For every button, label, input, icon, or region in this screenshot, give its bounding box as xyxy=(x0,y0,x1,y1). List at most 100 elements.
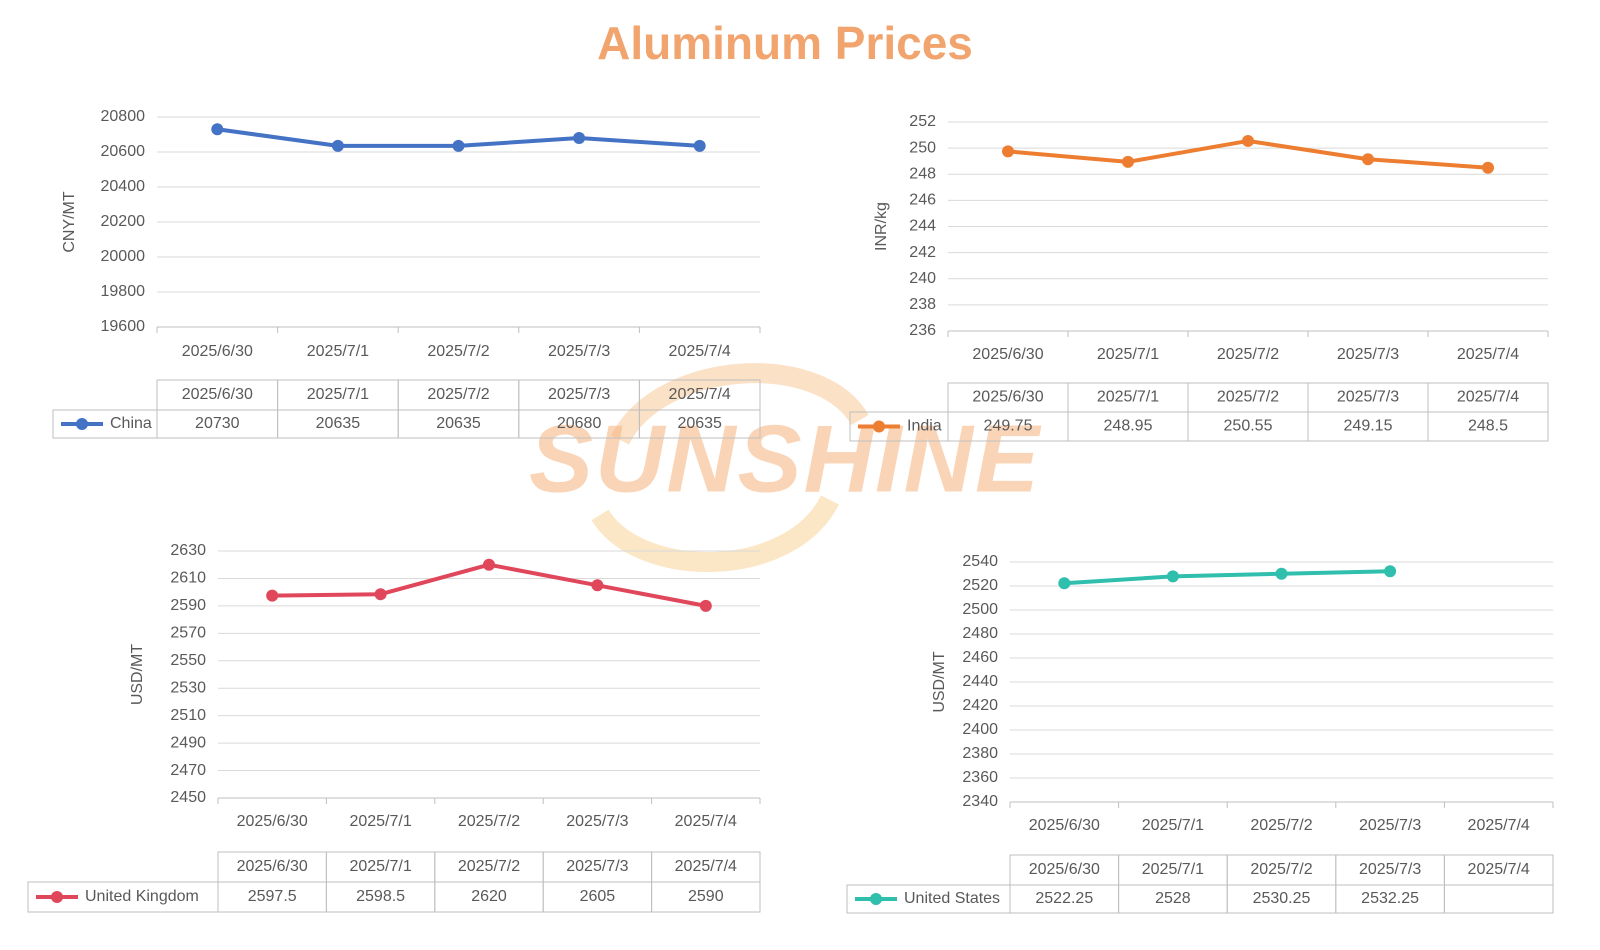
legend-label: United Kingdom xyxy=(85,888,199,905)
y-tick-label: 2630 xyxy=(170,542,206,559)
x-tick-label: 2025/7/1 xyxy=(349,813,411,830)
y-tick-label: 20800 xyxy=(101,108,146,125)
table-value: 20680 xyxy=(557,415,602,432)
y-axis-label: CNY/MT xyxy=(61,191,78,253)
table-header-label: 2025/6/30 xyxy=(972,389,1043,406)
table-value: 2532.25 xyxy=(1361,890,1419,907)
x-tick-label: 2025/7/2 xyxy=(1250,817,1312,834)
y-tick-label: 244 xyxy=(909,218,936,235)
x-tick-label: 2025/7/4 xyxy=(669,343,731,360)
y-tick-label: 2380 xyxy=(962,745,998,762)
table-value: 248.5 xyxy=(1468,418,1508,435)
y-tick-label: 2490 xyxy=(170,734,206,751)
table-header-label: 2025/7/4 xyxy=(675,858,737,875)
y-tick-label: 2520 xyxy=(962,577,998,594)
data-point xyxy=(1166,570,1179,583)
data-point xyxy=(693,139,706,152)
x-tick-label: 2025/6/30 xyxy=(237,813,308,830)
table-header-label: 2025/7/3 xyxy=(548,386,610,403)
y-tick-label: 2530 xyxy=(170,679,206,696)
chart-panel: 2340 2360 2380 2400 2420 2440 2460 2480 2500 2520… xyxy=(846,553,1554,914)
table-value: 2590 xyxy=(688,888,724,905)
page-title: Aluminum Prices xyxy=(597,17,973,69)
watermark-text: SUNSHINE xyxy=(529,405,1042,512)
y-tick-label: 2360 xyxy=(962,769,998,786)
table-header-label: 2025/7/3 xyxy=(1359,861,1421,878)
y-tick-label: 20000 xyxy=(101,248,146,265)
y-tick-label: 2470 xyxy=(170,762,206,779)
x-tick-label: 2025/7/2 xyxy=(1217,346,1279,363)
table-value: 249.15 xyxy=(1344,418,1393,435)
table-value: 2620 xyxy=(471,888,507,905)
x-tick-label: 2025/7/4 xyxy=(1457,346,1519,363)
table-header-label: 2025/7/4 xyxy=(1468,861,1530,878)
data-point xyxy=(483,558,495,571)
x-tick-label: 2025/7/1 xyxy=(1097,346,1159,363)
data-point xyxy=(1362,153,1374,166)
watermark: SUNSHINE xyxy=(529,363,1042,572)
y-tick-label: 2550 xyxy=(170,652,206,669)
x-tick-label: 2025/6/30 xyxy=(972,346,1043,363)
table-header-label: 2025/7/4 xyxy=(1457,389,1519,406)
y-tick-label: 2590 xyxy=(170,597,206,614)
legend-label: India xyxy=(907,418,942,435)
y-tick-label: 250 xyxy=(909,139,936,156)
table-value: 2530.25 xyxy=(1253,890,1311,907)
table-header-label: 2025/7/2 xyxy=(458,858,520,875)
data-point xyxy=(266,589,279,602)
y-tick-label: 2420 xyxy=(962,697,998,714)
y-tick-label: 19600 xyxy=(101,318,146,335)
data-point xyxy=(1275,567,1288,580)
x-tick-label: 2025/7/2 xyxy=(458,813,520,830)
y-tick-label: 242 xyxy=(909,244,936,261)
table-value-cell xyxy=(651,881,761,913)
y-tick-label: 2440 xyxy=(962,673,998,690)
y-tick-label: 2400 xyxy=(962,721,998,738)
legend-marker xyxy=(873,420,885,433)
data-point xyxy=(1482,161,1494,174)
table-header-label: 2025/7/1 xyxy=(349,858,411,875)
table-header-label: 2025/7/2 xyxy=(1250,861,1312,878)
table-header-label: 2025/6/30 xyxy=(237,858,308,875)
y-tick-label: 20600 xyxy=(101,143,146,160)
y-tick-label: 248 xyxy=(909,165,936,182)
data-point xyxy=(211,123,224,136)
x-tick-label: 2025/6/30 xyxy=(1029,817,1100,834)
y-tick-label: 2540 xyxy=(962,553,998,570)
y-tick-label: 2450 xyxy=(170,789,206,806)
table-value: 250.55 xyxy=(1224,418,1273,435)
y-axis-label: USD/MT xyxy=(129,644,146,706)
table-value-cell xyxy=(1427,411,1549,442)
x-tick-label: 2025/7/3 xyxy=(566,813,628,830)
chart-panel: 2450 2470 2490 2510 2530 2550 2570 2590 2610 2630… xyxy=(27,542,761,913)
y-tick-label: 240 xyxy=(909,270,936,287)
table-header-label: 2025/7/4 xyxy=(669,386,731,403)
data-point xyxy=(1242,134,1254,147)
table-header-label: 2025/7/1 xyxy=(1097,389,1159,406)
table-header-label: 2025/7/2 xyxy=(427,386,489,403)
data-point xyxy=(1384,565,1397,578)
table-value: 2605 xyxy=(580,888,616,905)
y-tick-label: 20200 xyxy=(101,213,146,230)
y-tick-label: 238 xyxy=(909,296,936,313)
x-tick-label: 2025/7/1 xyxy=(307,343,369,360)
y-tick-label: 19800 xyxy=(101,283,146,300)
data-point xyxy=(699,599,712,612)
y-tick-label: 252 xyxy=(909,113,936,130)
legend-label: United States xyxy=(904,890,1000,907)
table-value: 20635 xyxy=(316,415,361,432)
y-tick-label: 2570 xyxy=(170,625,206,642)
x-tick-label: 2025/6/30 xyxy=(182,343,253,360)
y-tick-label: 2480 xyxy=(962,625,998,642)
y-tick-label: 236 xyxy=(909,322,936,339)
data-point xyxy=(1122,155,1134,168)
data-point xyxy=(452,139,465,152)
table-header-label: 2025/7/3 xyxy=(1337,389,1399,406)
watermark-arc xyxy=(611,363,869,445)
table-value: 2597.5 xyxy=(248,888,297,905)
x-tick-label: 2025/7/4 xyxy=(1468,817,1530,834)
series-line xyxy=(272,562,707,608)
chart-panel: 19600 19800 20000 20200 20400 20600 20800 CNY/M… xyxy=(52,108,761,439)
y-tick-label: 246 xyxy=(909,192,936,209)
